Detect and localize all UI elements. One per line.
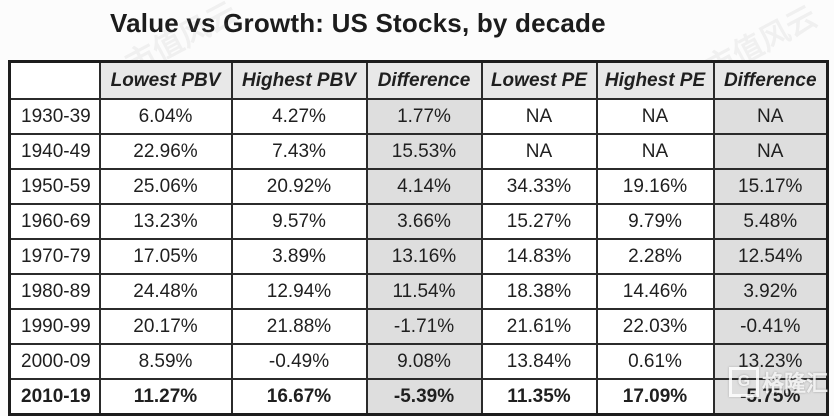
header-cell-difference-pbv: Difference — [365, 60, 483, 100]
value-cell: 21.61% — [480, 308, 598, 345]
value-cell: 14.83% — [480, 238, 598, 275]
value-growth-table: Lowest PBV Highest PBV Difference Lowest… — [8, 60, 829, 416]
decade-cell: 1990-99 — [8, 308, 101, 345]
table-row: 1950-59 25.06% 20.92% 4.14% 34.33% 19.16% 15.1… — [8, 168, 829, 205]
table-row: 1940-49 22.96% 7.43% 15.53% NA NA NA — [8, 133, 829, 170]
value-cell: 14.46% — [595, 273, 715, 310]
value-cell: 9.08% — [365, 343, 483, 380]
value-cell: 18.38% — [480, 273, 598, 310]
value-cell: NA — [712, 133, 829, 170]
value-cell: -0.49% — [230, 343, 368, 380]
value-cell: 5.48% — [712, 203, 829, 240]
value-cell: -0.41% — [712, 308, 829, 345]
value-cell: 17.05% — [98, 238, 233, 275]
value-cell: 13.16% — [365, 238, 483, 275]
page-title: Value vs Growth: US Stocks, by decade — [110, 8, 606, 38]
value-cell: 3.66% — [365, 203, 483, 240]
value-cell: 22.96% — [98, 133, 233, 170]
value-cell: 15.27% — [480, 203, 598, 240]
table-row: 2000-09 8.59% -0.49% 9.08% 13.84% 0.61% 13.23% — [8, 343, 829, 380]
decade-cell: 1960-69 — [8, 203, 101, 240]
decade-cell: 2010-19 — [8, 378, 101, 416]
value-cell: 7.43% — [230, 133, 368, 170]
decade-cell: 1980-89 — [8, 273, 101, 310]
value-cell: NA — [595, 133, 715, 170]
value-cell: 25.06% — [98, 168, 233, 205]
header-cell-difference-pe: Difference — [712, 60, 829, 100]
value-cell: 1.77% — [365, 98, 483, 135]
value-cell: 0.61% — [595, 343, 715, 380]
value-cell: 13.84% — [480, 343, 598, 380]
decade-cell: 1970-79 — [8, 238, 101, 275]
value-cell: NA — [480, 133, 598, 170]
decade-cell: 1930-39 — [8, 98, 101, 135]
value-cell: 4.27% — [230, 98, 368, 135]
value-cell: 13.23% — [98, 203, 233, 240]
table-row: 1970-79 17.05% 3.89% 13.16% 14.83% 2.28% 12.54… — [8, 238, 829, 275]
header-cell-lowest-pbv: Lowest PBV — [98, 60, 233, 100]
decade-cell: 1950-59 — [8, 168, 101, 205]
table-row: 1990-99 20.17% 21.88% -1.71% 21.61% 22.03% -0.… — [8, 308, 829, 345]
value-cell: 15.17% — [712, 168, 829, 205]
value-cell: 21.88% — [230, 308, 368, 345]
value-cell: 3.89% — [230, 238, 368, 275]
value-cell: 17.09% — [595, 378, 715, 416]
value-cell: 24.48% — [98, 273, 233, 310]
value-cell: 22.03% — [595, 308, 715, 345]
header-cell-lowest-pe: Lowest PE — [480, 60, 598, 100]
table-row: 2010-19 11.27% 16.67% -5.39% 11.35% 17.09% -5.… — [8, 378, 829, 416]
value-cell: 11.54% — [365, 273, 483, 310]
value-cell: 19.16% — [595, 168, 715, 205]
value-cell: NA — [712, 98, 829, 135]
value-cell: 8.59% — [98, 343, 233, 380]
value-cell: 15.53% — [365, 133, 483, 170]
value-cell: 20.17% — [98, 308, 233, 345]
value-cell: 12.94% — [230, 273, 368, 310]
value-cell: NA — [595, 98, 715, 135]
value-cell: -1.71% — [365, 308, 483, 345]
header-cell-highest-pbv: Highest PBV — [230, 60, 368, 100]
value-cell: 3.92% — [712, 273, 829, 310]
value-cell: 2.28% — [595, 238, 715, 275]
value-cell: 4.14% — [365, 168, 483, 205]
value-cell: 6.04% — [98, 98, 233, 135]
value-cell: NA — [480, 98, 598, 135]
table-row: 1930-39 6.04% 4.27% 1.77% NA NA NA — [8, 98, 829, 135]
value-cell: 16.67% — [230, 378, 368, 416]
table-body: 1930-39 6.04% 4.27% 1.77% NA NA NA 1940-49 22.96… — [8, 98, 829, 416]
value-cell: 11.27% — [98, 378, 233, 416]
table-row: 1980-89 24.48% 12.94% 11.54% 18.38% 14.46% 3.9… — [8, 273, 829, 310]
value-cell: -5.39% — [365, 378, 483, 416]
table-row: 1960-69 13.23% 9.57% 3.66% 15.27% 9.79% 5.48% — [8, 203, 829, 240]
value-cell: 9.79% — [595, 203, 715, 240]
value-cell: 11.35% — [480, 378, 598, 416]
value-cell: -5.75% — [712, 378, 829, 416]
value-cell: 20.92% — [230, 168, 368, 205]
value-cell: 9.57% — [230, 203, 368, 240]
header-cell-corner — [8, 60, 101, 100]
value-cell: 13.23% — [712, 343, 829, 380]
table-header-row: Lowest PBV Highest PBV Difference Lowest… — [8, 60, 829, 100]
value-cell: 12.54% — [712, 238, 829, 275]
decade-cell: 1940-49 — [8, 133, 101, 170]
header-cell-highest-pe: Highest PE — [595, 60, 715, 100]
decade-cell: 2000-09 — [8, 343, 101, 380]
value-cell: 34.33% — [480, 168, 598, 205]
